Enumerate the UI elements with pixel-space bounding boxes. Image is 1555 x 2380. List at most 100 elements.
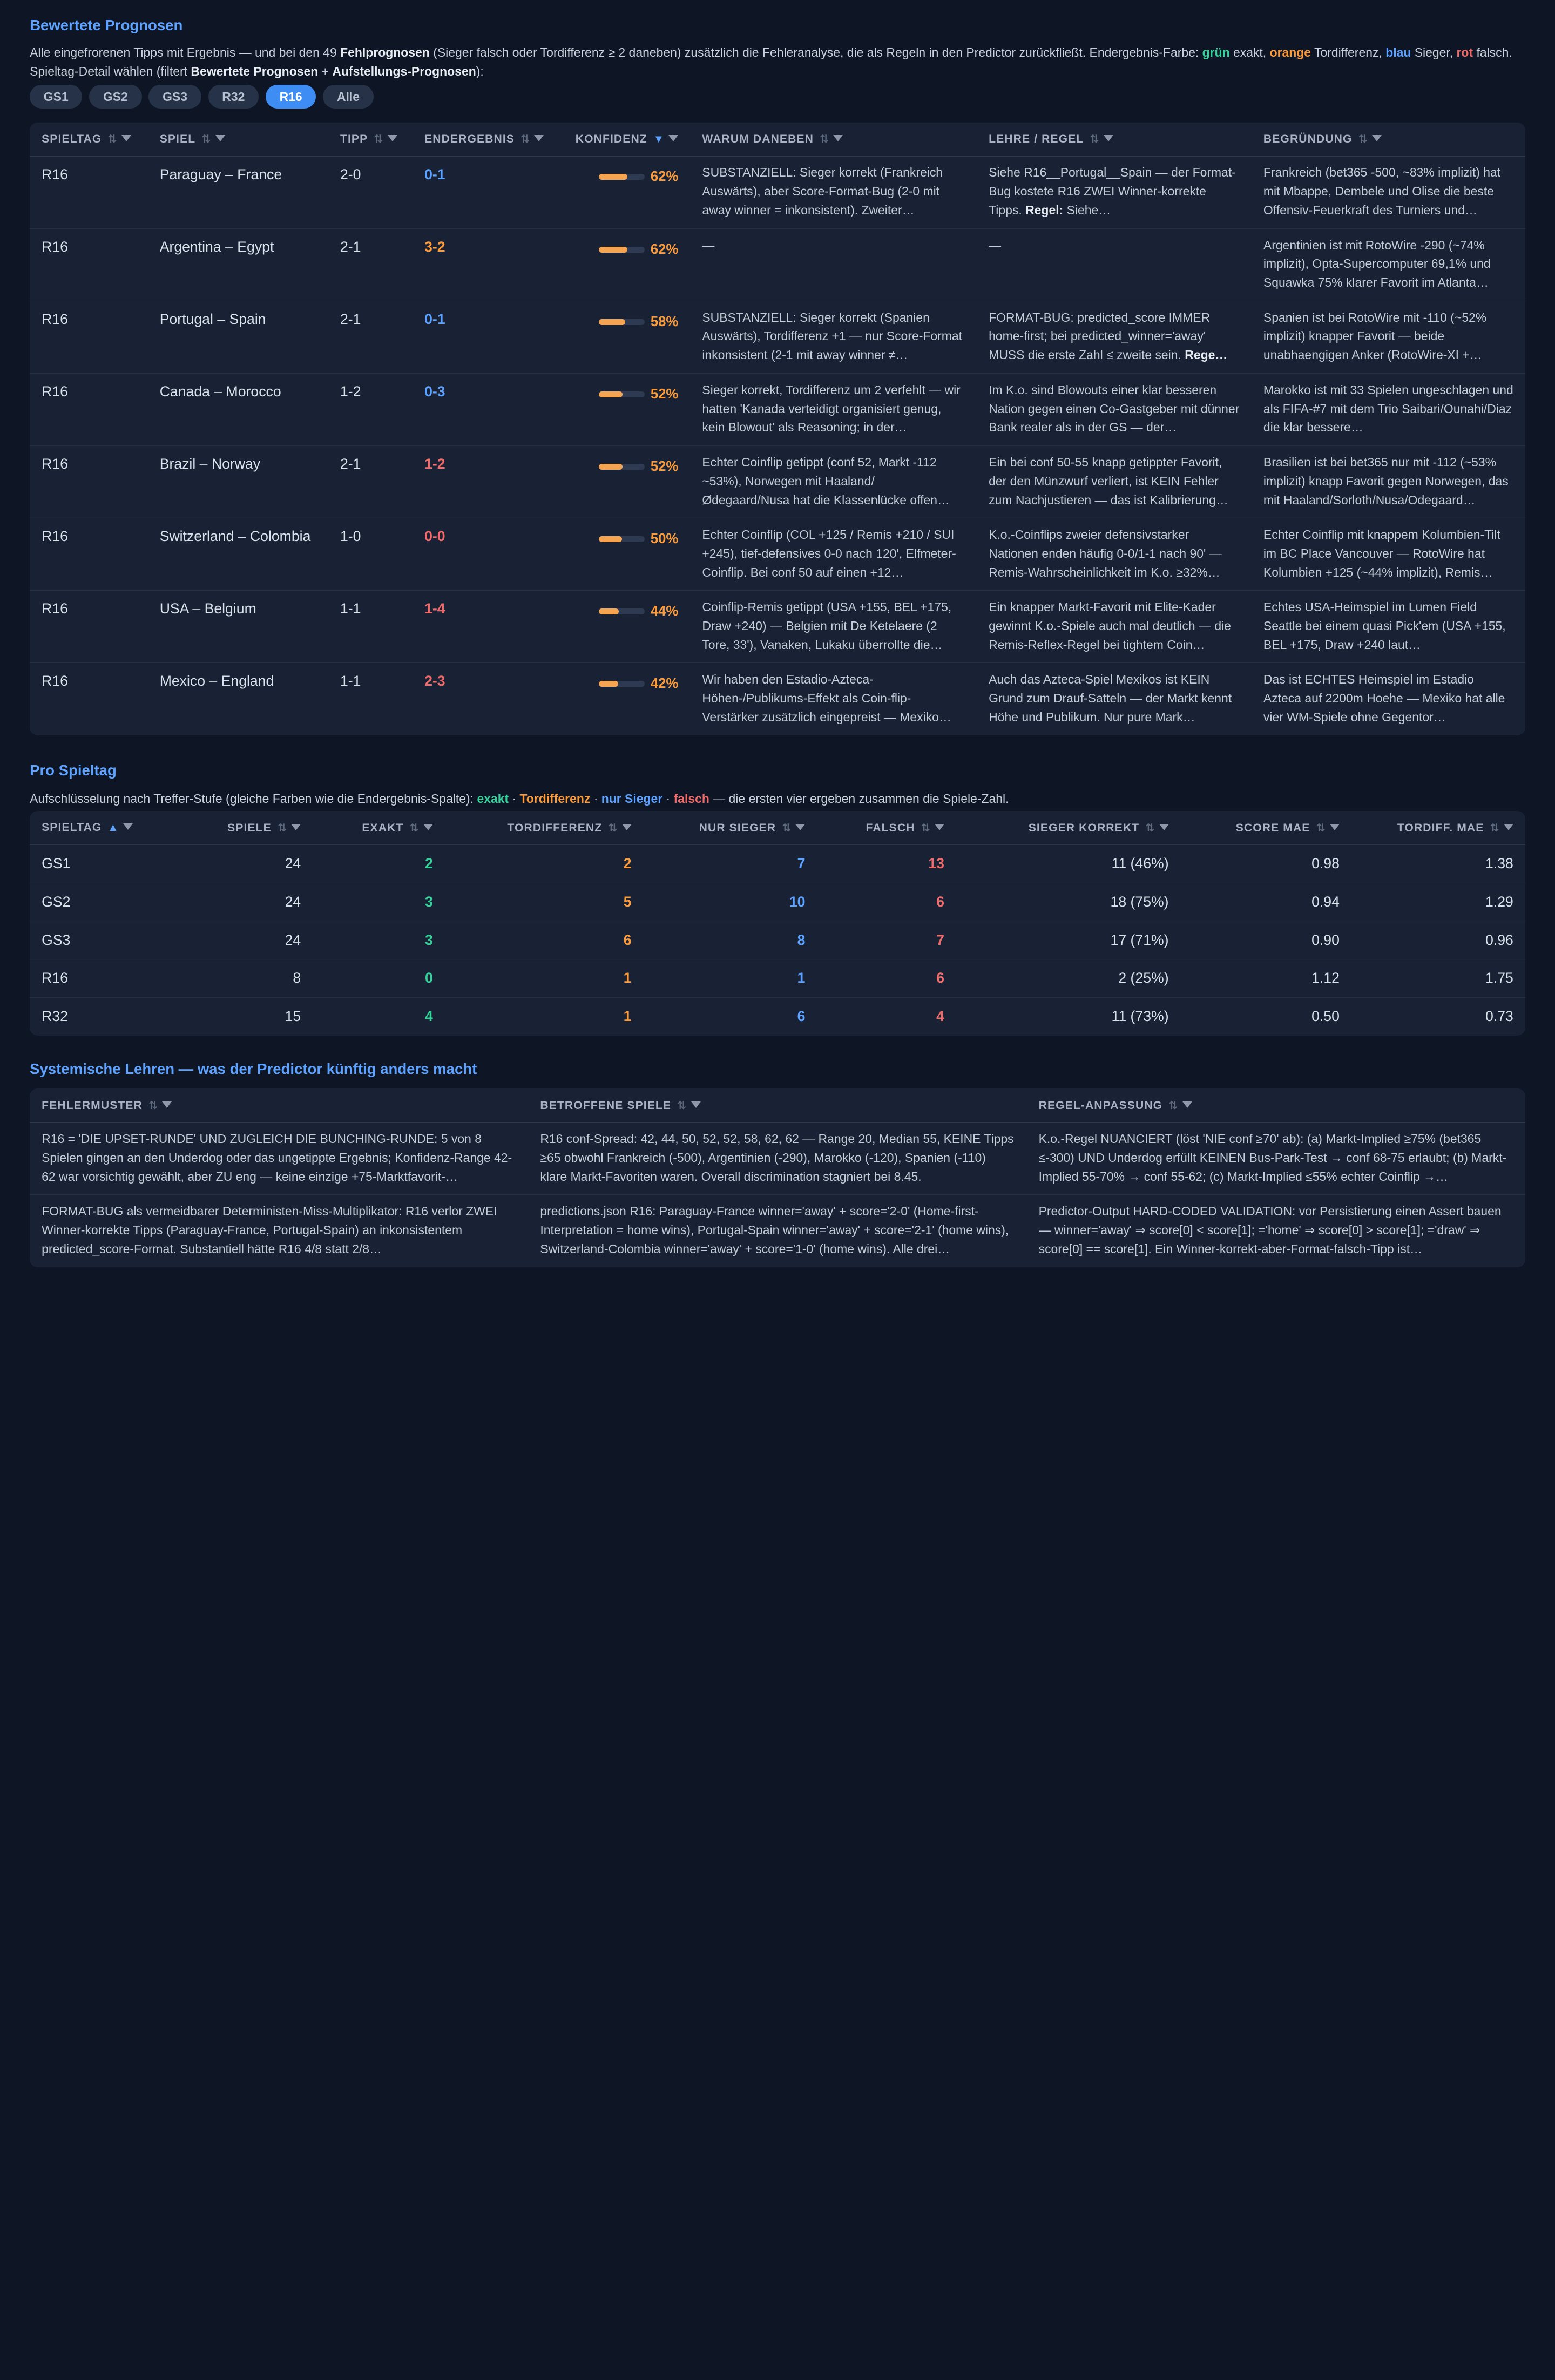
column-header-fehlermuster[interactable]: FEHLERMUSTER ⇅ — [30, 1088, 529, 1123]
filter-icon[interactable] — [423, 823, 433, 830]
column-header-regel-anpassung[interactable]: REGEL-ANPASSUNG ⇅ — [1026, 1088, 1525, 1123]
lehren-table: FEHLERMUSTER ⇅ BETROFFENE SPIELE ⇅ REGEL-ANP… — [30, 1088, 1525, 1267]
column-header-spiel[interactable]: SPIEL ⇅ — [147, 122, 328, 157]
filter-icon[interactable] — [215, 135, 225, 141]
sort-icon[interactable]: ⇅ — [608, 822, 618, 834]
sort-icon[interactable]: ⇅ — [1358, 133, 1368, 146]
filter-icon[interactable] — [1329, 823, 1340, 830]
prognose-row[interactable]: R16 Paraguay – France 2-0 0-1 62% SUBSTANZIEL… — [30, 156, 1525, 229]
lehre-row[interactable]: FORMAT-BUG als vermeidbarer Deterministe… — [30, 1195, 1525, 1267]
filter-icon[interactable] — [291, 823, 301, 830]
column-header-falsch[interactable]: FALSCH ⇅ — [817, 811, 956, 845]
column-header-tordiff-mae[interactable]: TORDIFF. MAE ⇅ — [1351, 811, 1525, 845]
spieltag-row[interactable]: GS1 24 2 2 7 13 11 (46%) 0.98 1.38 — [30, 844, 1525, 883]
filter-icon[interactable] — [162, 1101, 172, 1108]
column-header-betroffene-spiele[interactable]: BETROFFENE SPIELE ⇅ — [528, 1088, 1027, 1123]
prognose-row[interactable]: R16 Brazil – Norway 2-1 1-2 52% Echter Coinfl… — [30, 445, 1525, 518]
cell-falsch: 4 — [936, 1008, 944, 1025]
filter-icon[interactable] — [1503, 823, 1513, 830]
column-header-spiele[interactable]: SPIELE ⇅ — [159, 811, 313, 845]
prognose-row[interactable]: R16 Switzerland – Colombia 1-0 0-0 50% Echter… — [30, 518, 1525, 591]
sort-icon[interactable]: ⇅ — [520, 133, 531, 146]
sort-icon[interactable]: ⇅ — [677, 1099, 687, 1112]
sort-icon[interactable]: ⇅ — [820, 133, 830, 146]
filter-icon[interactable] — [621, 823, 632, 830]
filter-icon[interactable] — [121, 135, 131, 141]
konfidenz-bar — [599, 174, 645, 180]
cell-exakt: 2 — [313, 844, 445, 883]
filter-icon[interactable] — [691, 1101, 701, 1108]
lehre-row[interactable]: R16 = 'DIE UPSET-RUNDE' UND ZUGLEICH DIE… — [30, 1122, 1525, 1195]
sort-icon[interactable]: ⇅ — [1316, 822, 1326, 834]
sort-icon[interactable]: ⇅ — [782, 822, 792, 834]
filter-pill-r16[interactable]: R16 — [265, 84, 316, 109]
column-header-spieltag[interactable]: SPIELTAG ⇅ — [30, 122, 148, 157]
prognose-row[interactable]: R16 Portugal – Spain 2-1 0-1 58% SUBSTANZIELL… — [30, 301, 1525, 374]
filter-icon[interactable] — [1182, 1101, 1192, 1108]
cell-tipp: 1-0 — [328, 518, 413, 591]
sort-icon[interactable]: ⇅ — [1090, 133, 1100, 146]
sort-icon[interactable]: ⇅ — [1145, 822, 1155, 834]
sort-icon[interactable]: ⇅ — [921, 822, 931, 834]
prognose-row[interactable]: R16 Canada – Morocco 1-2 0-3 52% Sieger korre… — [30, 373, 1525, 446]
sort-icon[interactable]: ⇅ — [107, 133, 118, 146]
column-header-tordifferenz[interactable]: TORDIFFERENZ ⇅ — [444, 811, 644, 845]
filter-icon[interactable] — [1159, 823, 1169, 830]
filter-icon[interactable] — [795, 823, 806, 830]
cell-warum-daneben: Wir haben den Estadio-Azteca-Höhen-/Publ… — [702, 672, 951, 724]
column-header-exakt[interactable]: EXAKT ⇅ — [313, 811, 445, 845]
column-header-begr-ndung[interactable]: BEGRÜNDUNG ⇅ — [1251, 122, 1525, 157]
sort-icon[interactable]: ▼ — [653, 133, 665, 145]
column-header-lehre-regel[interactable]: LEHRE / REGEL ⇅ — [977, 122, 1252, 157]
spieltag-row[interactable]: GS3 24 3 6 8 7 17 (71%) 0.90 0.96 — [30, 921, 1525, 960]
sort-icon[interactable]: ⇅ — [277, 822, 287, 834]
cell-tmae: 1.29 — [1351, 883, 1525, 922]
sort-icon[interactable]: ⇅ — [374, 133, 384, 146]
prognose-row[interactable]: R16 USA – Belgium 1-1 1-4 44% Coinflip-Remis … — [30, 590, 1525, 664]
sort-icon[interactable]: ⇅ — [409, 822, 420, 834]
filter-pill-r32[interactable]: R32 — [208, 84, 259, 109]
filter-icon[interactable] — [387, 135, 397, 141]
sort-icon[interactable]: ⇅ — [201, 133, 212, 146]
filter-icon[interactable] — [123, 823, 133, 830]
sort-icon[interactable]: ⇅ — [1490, 822, 1500, 834]
filter-icon[interactable] — [934, 823, 944, 830]
sort-icon[interactable]: ⇅ — [1168, 1099, 1179, 1112]
column-header-konfidenz[interactable]: KONFIDENZ ▼ — [561, 122, 691, 157]
filter-icon[interactable] — [1103, 135, 1113, 141]
sort-icon[interactable]: ⇅ — [148, 1099, 158, 1112]
prognose-row[interactable]: R16 Mexico – England 1-1 2-3 42% Wir haben de… — [30, 663, 1525, 735]
filter-pill-gs3[interactable]: GS3 — [148, 84, 201, 109]
column-header-warum-daneben[interactable]: WARUM DANEBEN ⇅ — [690, 122, 977, 157]
cell-mae: 0.90 — [1180, 921, 1351, 960]
column-header-endergebnis[interactable]: ENDERGEBNIS ⇅ — [413, 122, 562, 157]
column-header-nur-sieger[interactable]: NUR SIEGER ⇅ — [643, 811, 817, 845]
cell-endergebnis: 3-2 — [413, 228, 562, 301]
cell-spiele: 8 — [159, 959, 313, 998]
cell-spiele: 15 — [285, 1008, 301, 1025]
filter-pill-gs1[interactable]: GS1 — [30, 84, 83, 109]
cell-tipp: 2-1 — [328, 301, 413, 374]
sort-icon[interactable]: ▲ — [107, 822, 119, 834]
column-header-spieltag[interactable]: SPIELTAG ▲ — [30, 811, 159, 845]
cell-begruendung: Echter Coinflip mit knappem Kolumbien-Ti… — [1251, 518, 1525, 591]
cell-konfidenz: 44% — [561, 590, 691, 664]
cell-begruendung: Das ist ECHTES Heimspiel im Estadio Azte… — [1263, 672, 1505, 724]
column-header-sieger-korrekt[interactable]: SIEGER KORREKT ⇅ — [956, 811, 1181, 845]
cell-konfidenz: 52% — [561, 445, 691, 518]
filter-icon[interactable] — [833, 135, 843, 141]
filter-icon[interactable] — [534, 135, 544, 141]
cell-korrekt: 2 (25%) — [956, 959, 1181, 998]
filter-icon[interactable] — [668, 134, 679, 141]
prognosen-table-card: SPIELTAG ⇅ SPIEL ⇅ TIPP ⇅ ENDERGEBNIS ⇅ KONFIDEN… — [30, 122, 1525, 735]
filter-icon[interactable] — [1371, 135, 1382, 141]
prognose-row[interactable]: R16 Argentina – Egypt 2-1 3-2 62% — — Argentini… — [30, 228, 1525, 301]
column-header-tipp[interactable]: TIPP ⇅ — [328, 122, 413, 157]
cell-sieger: 7 — [643, 844, 817, 883]
column-header-score-mae[interactable]: SCORE MAE ⇅ — [1180, 811, 1351, 845]
spieltag-row[interactable]: R16 8 0 1 1 6 2 (25%) 1.12 1.75 — [30, 959, 1525, 998]
spieltag-row[interactable]: GS2 24 3 5 10 6 18 (75%) 0.94 1.29 — [30, 883, 1525, 922]
filter-pill-alle[interactable]: Alle — [323, 84, 374, 109]
filter-pill-gs2[interactable]: GS2 — [89, 84, 142, 109]
spieltag-row[interactable]: R32 15 4 1 6 4 11 (73%) 0.50 0.73 — [30, 997, 1525, 1036]
